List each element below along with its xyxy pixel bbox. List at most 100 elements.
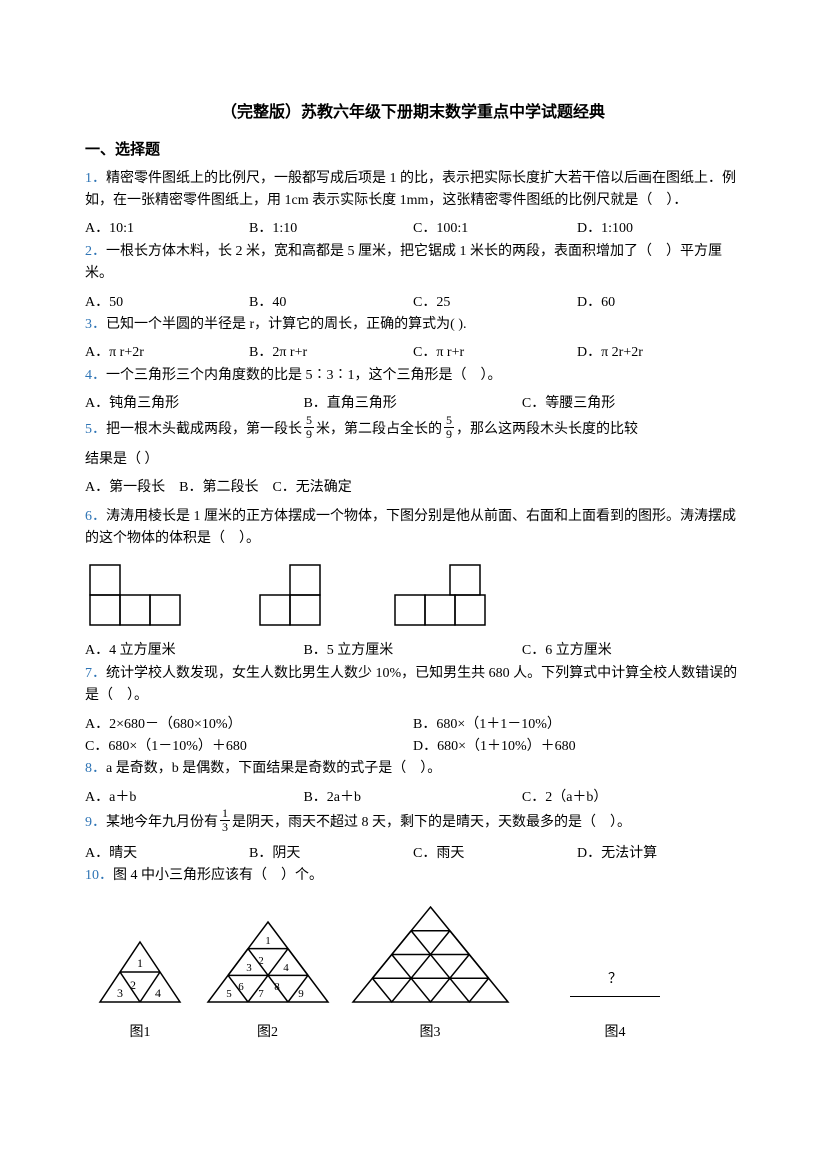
question-5: 5．把一根木头截成两段，第一段长59米，第二段占全长的59，那么这两段木头长度的…: [85, 416, 741, 443]
q3-num: 3．: [85, 317, 106, 332]
q10-fig3: [348, 902, 513, 1007]
question-4: 4．一个三角形三个内角度数的比是 5∶3∶1，这个三角形是（ ）。: [85, 365, 741, 387]
q3-text: 已知一个半圆的半径是 r，计算它的周长，正确的算式为( ).: [106, 317, 467, 332]
svg-text:5: 5: [226, 988, 232, 1000]
svg-text:1: 1: [137, 956, 143, 970]
q10-fig3-wrap: 图3: [340, 902, 520, 1044]
q5-num: 5．: [85, 421, 106, 436]
q6-shape-top: [390, 560, 510, 630]
q7-num: 7．: [85, 666, 106, 681]
question-2: 2．一根长方体木料，长 2 米，宽和高都是 5 厘米，把它锯成 1 米长的两段，…: [85, 241, 741, 286]
q7-text: 统计学校人数发现，女生人数比男生人数少 10%，已知男生共 680 人。下列算式…: [85, 666, 737, 703]
q4-opt-b: B．直角三角形: [303, 393, 521, 415]
q10-fig2: 1 3 2 4 5 6 7 8 9: [203, 917, 333, 1007]
q8-opt-a: A．a＋b: [85, 787, 303, 809]
q6-shape-front: [85, 560, 205, 630]
q10-figures: 1 3 2 4 图1 1 3: [85, 902, 741, 1044]
q2-opt-d: D．60: [577, 292, 741, 314]
question-6: 6．涛涛用棱长是 1 厘米的正方体摆成一个物体，下图分别是他从前面、右面和上面看…: [85, 506, 741, 551]
svg-text:2: 2: [258, 955, 264, 967]
q2-opt-b: B．40: [249, 292, 413, 314]
page-title: （完整版）苏教六年级下册期末数学重点中学试题经典: [85, 100, 741, 126]
q5-frac1: 59: [304, 414, 314, 441]
q6-text: 涛涛用棱长是 1 厘米的正方体摆成一个物体，下图分别是他从前面、右面和上面看到的…: [85, 509, 736, 546]
q10-label2: 图2: [195, 1022, 340, 1044]
q9-opt-d: D．无法计算: [577, 843, 741, 865]
q2-options: A．50 B．40 C．25 D．60: [85, 292, 741, 314]
question-8: 8．a 是奇数，b 是偶数，下面结果是奇数的式子是（ ）。: [85, 758, 741, 780]
q4-num: 4．: [85, 368, 106, 383]
q6-shape-right: [255, 560, 340, 630]
q1-options: A．10:1 B．1:10 C．100:1 D．1:100: [85, 218, 741, 240]
q8-options: A．a＋b B．2a＋b C．2（a＋b）: [85, 787, 741, 809]
q1-num: 1．: [85, 171, 106, 186]
q10-label1: 图1: [85, 1022, 195, 1044]
q5-t4: 结果是（ ）: [85, 449, 741, 471]
svg-text:3: 3: [117, 986, 123, 1000]
q7-opt-c: C．680×（1－10%）＋680: [85, 736, 413, 758]
q1-opt-d: D．1:100: [577, 218, 741, 240]
q6-opt-a: A．4 立方厘米: [85, 640, 303, 662]
svg-text:7: 7: [258, 988, 264, 1000]
q7-opt-b: B．680×（1＋1－10%）: [413, 714, 741, 736]
q1-opt-a: A．10:1: [85, 218, 249, 240]
svg-text:1: 1: [265, 935, 271, 947]
question-7: 7．统计学校人数发现，女生人数比男生人数少 10%，已知男生共 680 人。下列…: [85, 663, 741, 708]
svg-text:4: 4: [155, 986, 161, 1000]
q3-opt-c: C．π r+r: [413, 342, 577, 364]
q6-options: A．4 立方厘米 B．5 立方厘米 C．6 立方厘米: [85, 640, 741, 662]
page: （完整版）苏教六年级下册期末数学重点中学试题经典 一、选择题 1．精密零件图纸上…: [0, 0, 826, 1089]
q8-opt-b: B．2a＋b: [303, 787, 521, 809]
q4-opt-a: A．钝角三角形: [85, 393, 303, 415]
q5-frac2: 59: [444, 414, 454, 441]
q5-t1: 把一根木头截成两段，第一段长: [106, 421, 302, 436]
q10-label3: 图3: [340, 1022, 520, 1044]
question-1: 1．精密零件图纸上的比例尺，一般都写成后项是 1 的比，表示把实际长度扩大若干倍…: [85, 168, 741, 213]
q3-options: A．π r+2r B．2π r+r C．π r+r D．π 2r+2r: [85, 342, 741, 364]
q8-text: a 是奇数，b 是偶数，下面结果是奇数的式子是（ ）。: [106, 761, 441, 776]
q6-opt-c: C．6 立方厘米: [522, 640, 740, 662]
q9-t1: 某地今年九月份有: [106, 815, 218, 830]
q10-fig4-wrap: ？ 图4: [550, 937, 680, 1044]
section-header: 一、选择题: [85, 138, 741, 162]
q2-text: 一根长方体木料，长 2 米，宽和高都是 5 厘米，把它锯成 1 米长的两段，表面…: [85, 244, 722, 281]
q10-qmark: ？: [570, 969, 660, 996]
svg-text:9: 9: [298, 988, 304, 1000]
q9-opt-a: A．晴天: [85, 843, 249, 865]
q10-text: 图 4 中小三角形应该有（ ）个。: [113, 868, 323, 883]
q1-opt-c: C．100:1: [413, 218, 577, 240]
q4-options: A．钝角三角形 B．直角三角形 C．等腰三角形: [85, 393, 741, 415]
q7-opt-d: D．680×（1＋10%）＋680: [413, 736, 741, 758]
q7-options-cd: C．680×（1－10%）＋680 D．680×（1＋10%）＋680: [85, 736, 741, 758]
q1-text: 精密零件图纸上的比例尺，一般都写成后项是 1 的比，表示把实际长度扩大若干倍以后…: [85, 171, 736, 208]
q10-label4: 图4: [550, 1022, 680, 1044]
svg-text:4: 4: [283, 962, 289, 974]
q6-opt-b: B．5 立方厘米: [303, 640, 521, 662]
q8-num: 8．: [85, 761, 106, 776]
q7-options-ab: A．2×680－（680×10%） B．680×（1＋1－10%）: [85, 714, 741, 736]
q2-opt-c: C．25: [413, 292, 577, 314]
question-3: 3．已知一个半圆的半径是 r，计算它的周长，正确的算式为( ).: [85, 314, 741, 336]
q10-num: 10．: [85, 868, 113, 883]
q9-opt-c: C．雨天: [413, 843, 577, 865]
svg-text:6: 6: [238, 981, 244, 993]
q1-opt-b: B．1:10: [249, 218, 413, 240]
q10-fig1: 1 3 2 4: [95, 937, 185, 1007]
q9-opt-b: B．阴天: [249, 843, 413, 865]
q4-text: 一个三角形三个内角度数的比是 5∶3∶1，这个三角形是（ ）。: [106, 368, 502, 383]
q5-t3: ，那么这两段木头长度的比较: [456, 421, 638, 436]
svg-text:3: 3: [246, 962, 252, 974]
q5-options: A．第一段长 B．第二段长 C．无法确定: [85, 477, 741, 499]
q6-num: 6．: [85, 509, 106, 524]
q2-num: 2．: [85, 244, 106, 259]
question-10: 10．图 4 中小三角形应该有（ ）个。: [85, 865, 741, 887]
q10-fig1-wrap: 1 3 2 4 图1: [85, 937, 195, 1044]
q5-t2: 米，第二段占全长的: [316, 421, 442, 436]
svg-text:2: 2: [130, 978, 136, 992]
svg-text:8: 8: [274, 981, 280, 993]
q7-opt-a: A．2×680－（680×10%）: [85, 714, 413, 736]
question-9: 9．某地今年九月份有13是阴天，雨天不超过 8 天，剩下的是晴天，天数最多的是（…: [85, 809, 741, 836]
q3-opt-a: A．π r+2r: [85, 342, 249, 364]
q8-opt-c: C．2（a＋b）: [522, 787, 740, 809]
q9-frac: 13: [220, 807, 230, 834]
